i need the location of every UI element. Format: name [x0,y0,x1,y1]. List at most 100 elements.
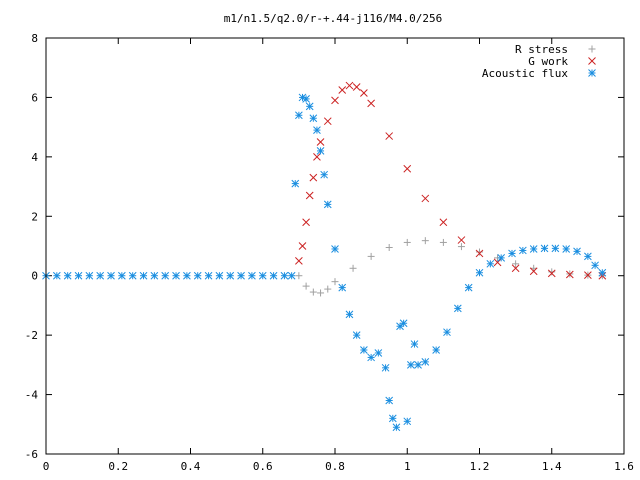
legend-marker [588,69,596,77]
plot-marks [42,81,607,432]
data-point [128,271,137,280]
data-point [248,271,256,280]
data-point [464,283,473,292]
data-point [349,264,357,272]
data-point [385,396,394,405]
data-point [295,257,303,265]
data-point [562,245,571,253]
data-point [316,147,325,155]
data-point [331,278,339,286]
data-point [331,245,339,253]
data-point [421,194,430,203]
data-point [475,249,484,258]
data-point [548,268,556,276]
data-point [529,267,538,276]
data-point [309,114,318,123]
x-tick-label: 0.2 [108,460,128,473]
data-point [547,269,556,278]
data-point [475,268,484,277]
data-point [183,271,191,280]
y-tick-label: -6 [25,448,38,461]
data-point [453,304,462,313]
data-point [118,271,126,280]
data-point [302,282,310,290]
data-point [352,83,361,91]
data-point [338,283,347,292]
data-point [414,361,422,369]
data-point [457,243,465,251]
data-point [518,246,527,255]
data-point [381,363,390,372]
series-2 [42,93,607,432]
data-point [204,271,213,280]
data-point [551,244,560,253]
data-point [410,340,419,348]
data-point [215,271,224,280]
plot-frame [45,37,625,455]
data-point [598,268,607,277]
data-point [161,271,170,280]
data-point [302,218,310,227]
data-point [407,361,415,369]
data-point [421,237,429,245]
data-point [295,272,303,280]
data-point [443,328,451,337]
data-point [298,242,307,250]
data-point [540,244,549,253]
data-point [52,271,61,280]
data-point [367,99,375,108]
data-point [317,289,325,297]
y-tick-label: 6 [31,91,38,104]
data-point [85,271,94,280]
y-tick-label: 4 [31,151,38,164]
data-point [172,271,180,280]
data-point [360,346,368,354]
data-point [63,271,72,280]
data-point [511,264,520,273]
axis-ticks: 0 0.2 0.4 0.6 0.8 1 1.2 1.4 1.6 -6 -4 -2 0 2 4 6 8 [25,32,634,473]
data-point [291,179,300,188]
data-point [493,258,502,267]
data-point [345,310,354,319]
data-point [512,260,520,268]
data-point [258,271,267,280]
data-point [374,349,383,357]
data-point [403,164,412,173]
data-point [320,170,329,179]
x-tick-label: 0.6 [253,460,273,473]
data-point [150,271,159,280]
data-point [591,261,599,270]
x-tick-label: 1.2 [470,460,490,473]
data-point [96,271,105,280]
data-point [584,252,592,261]
data-point [313,153,321,161]
x-tick-label: 1.6 [614,460,634,473]
data-point [345,81,354,90]
data-point [316,138,325,146]
x-tick-label: 0 [43,460,50,473]
legend-label: G work [528,55,568,68]
data-point [305,191,314,200]
y-tick-label: 0 [31,270,38,283]
data-point [74,271,83,280]
data-point [295,111,303,120]
series-1 [295,81,607,280]
data-point [139,271,148,280]
data-point [193,271,202,280]
data-point [432,346,441,354]
data-point [269,271,278,280]
data-point [360,89,368,97]
legend-label: Acoustic flux [482,67,568,80]
data-point [476,248,483,256]
data-point [388,414,397,423]
x-tick-label: 1.4 [542,460,562,473]
data-point [287,271,296,280]
y-tick-label: -2 [25,329,38,342]
data-point [309,173,318,182]
data-point [352,331,361,339]
data-point [497,254,506,262]
data-point [305,102,314,111]
y-tick-label: -4 [25,389,39,402]
